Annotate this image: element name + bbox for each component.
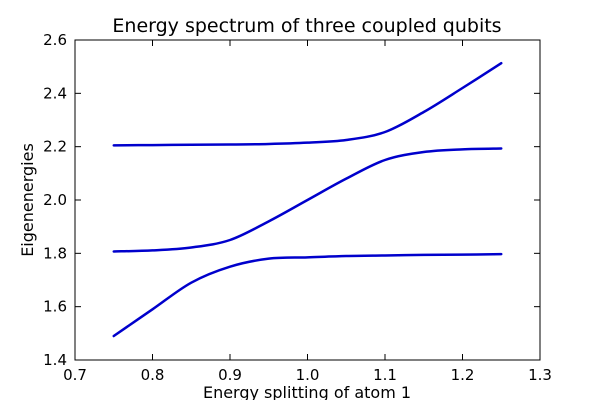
y-tick-label: 2.6 xyxy=(43,31,67,49)
ticks-layer: 0.7 0.8 0.9 1.0 1.1 1.2 1.3 1.4 1.6 1.8 2.0 2.2 2.4 2… xyxy=(43,31,552,384)
plot-frame xyxy=(74,39,541,361)
eigenenergy-curve-3 xyxy=(112,61,503,147)
y-tick-label: 1.8 xyxy=(43,244,67,262)
x-tick-label: 0.7 xyxy=(63,366,87,384)
x-tick-label: 0.9 xyxy=(218,366,242,384)
y-axis-label: Eigenenergies xyxy=(18,143,37,257)
eigenenergy-curve-1 xyxy=(112,252,503,338)
x-tick-label: 1.1 xyxy=(373,366,397,384)
curves-layer xyxy=(112,61,503,338)
y-tick-label: 1.6 xyxy=(43,298,67,316)
x-tick-label: 0.8 xyxy=(141,366,165,384)
y-tick-label: 1.4 xyxy=(43,351,67,369)
y-tick-label: 2.0 xyxy=(43,191,67,209)
x-tick-label: 1.0 xyxy=(296,366,320,384)
chart-title: Energy spectrum of three coupled qubits xyxy=(112,15,501,37)
x-tick-label: 1.2 xyxy=(451,366,475,384)
y-tick-label: 2.4 xyxy=(43,84,67,102)
eigenenergy-curve-2 xyxy=(112,147,503,253)
y-tick-label: 2.2 xyxy=(43,138,67,156)
x-axis-label: Energy splitting of atom 1 xyxy=(203,383,411,400)
x-tick-label: 1.3 xyxy=(528,366,552,384)
